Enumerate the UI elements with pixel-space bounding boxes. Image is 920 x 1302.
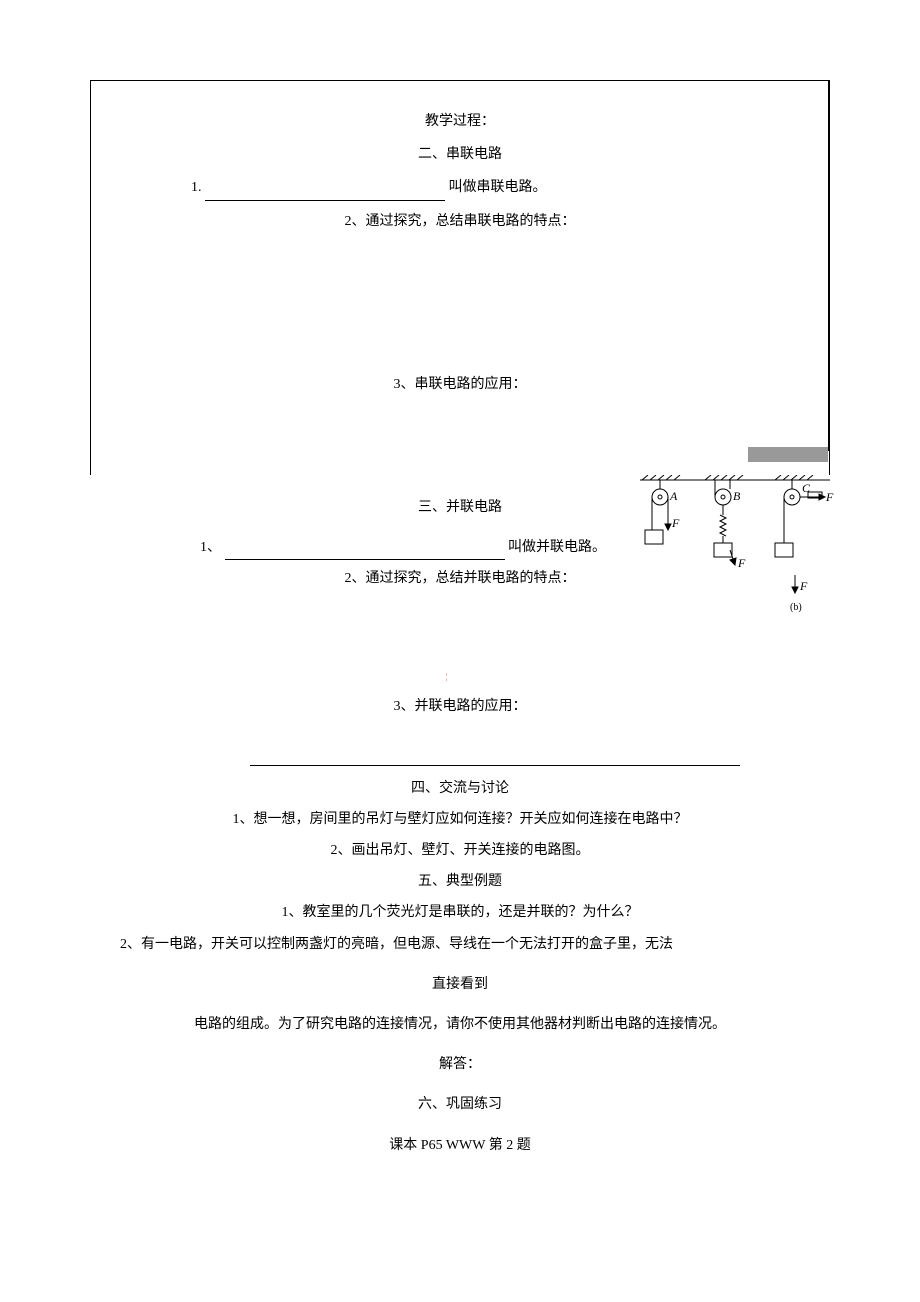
s3-q1-suffix: 叫做并联电路。 <box>508 540 606 555</box>
divider-1 <box>250 765 740 766</box>
s5-answer: 解答： <box>90 1052 830 1077</box>
svg-text:A: A <box>669 489 678 503</box>
svg-text:(b): (b) <box>790 602 802 613</box>
spacer-1 <box>91 242 829 342</box>
s5-q1: 1、教室里的几个荧光灯是串联的，还是并联的？为什么？ <box>90 900 830 925</box>
s3-q3: 3、并联电路的应用： <box>90 694 830 719</box>
box-right-border <box>828 81 829 451</box>
tick-1: ¦ <box>446 670 448 684</box>
pulley-c: C F F (b) <box>775 480 834 613</box>
svg-text:F: F <box>799 579 808 593</box>
svg-text:B: B <box>733 489 741 503</box>
s6-content: 课本 P65 WWW 第 2 题 <box>90 1133 830 1158</box>
s4-q2: 2、画出吊灯、壁灯、开关连接的电路图。 <box>90 838 830 863</box>
s5-q2: 2、有一电路，开关可以控制两盏灯的亮暗，但电源、导线在一个无法打开的盒子里，无法 <box>90 932 830 957</box>
q1-suffix: 叫做串联电路。 <box>449 180 547 195</box>
svg-text:C: C <box>802 481 811 495</box>
svg-text:F: F <box>671 516 680 530</box>
blank-1 <box>205 184 445 201</box>
spacer-3 <box>90 725 830 755</box>
s5-q3: 电路的组成。为了研究电路的连接情况，请你不使用其他器材判断出电路的连接情况。 <box>90 1012 830 1037</box>
s3-q1-num: 1、 <box>200 540 221 555</box>
svg-text:F: F <box>825 490 834 504</box>
gray-bar <box>748 447 828 462</box>
title-2: 二、串联电路 <box>91 142 829 167</box>
title-1: 教学过程： <box>91 109 829 134</box>
q2-line: 2、通过探究，总结串联电路的特点： <box>91 209 829 234</box>
blank-2 <box>225 544 505 561</box>
q3-line: 3、串联电路的应用： <box>91 372 829 397</box>
s5-title: 五、典型例题 <box>90 869 830 894</box>
s4-q1: 1、想一想，房间里的吊灯与壁灯应如何连接？开关应如何连接在电路中？ <box>90 807 830 832</box>
q1-line: 1. 叫做串联电路。 <box>91 175 829 200</box>
ceiling-hatch <box>640 475 830 480</box>
s6-title: 六、巩固练习 <box>90 1092 830 1117</box>
pulley-a: A F <box>645 480 680 544</box>
q1-num: 1. <box>191 180 202 195</box>
pulley-b: B F <box>714 480 746 570</box>
page-container: 教学过程： 二、串联电路 1. 叫做串联电路。 2、通过探究，总结串联电路的特点… <box>0 0 920 1204</box>
svg-text:F: F <box>737 556 746 570</box>
s5-q2b: 直接看到 <box>90 972 830 997</box>
pulley-diagram: A F B F C <box>630 475 840 625</box>
main-box: 教学过程： 二、串联电路 1. 叫做串联电路。 2、通过探究，总结串联电路的特点… <box>90 80 830 475</box>
s4-title: 四、交流与讨论 <box>90 776 830 801</box>
